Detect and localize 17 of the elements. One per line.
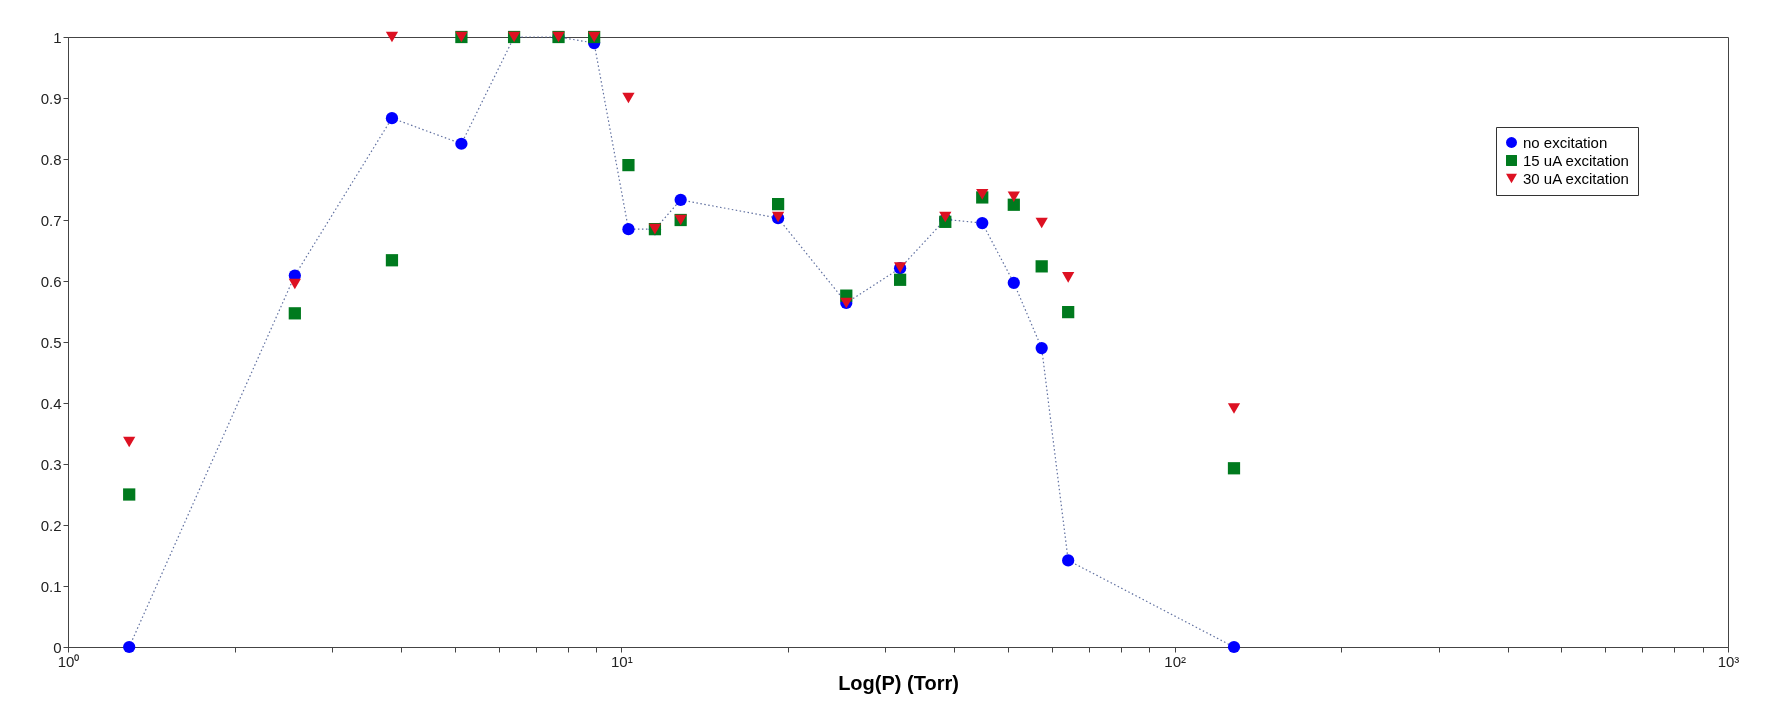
y-tick-label: 0.7: [40, 211, 62, 229]
y-tick-label: 0.4: [40, 394, 62, 412]
y-tick-label: 0.6: [40, 272, 62, 290]
x-axis-title: Log(P) (Torr): [838, 671, 959, 694]
x-tick-label: 10¹: [610, 652, 633, 670]
y-tick-label: 0.8: [40, 150, 62, 168]
y-tick-label: 0.5: [40, 333, 62, 351]
y-tick-label: 0.3: [40, 455, 62, 473]
x-tick-label: 10³: [1717, 652, 1740, 670]
y-tick-label: 1: [53, 28, 62, 46]
legend-label: no excitation: [1523, 133, 1608, 151]
y-tick-label: 0.9: [40, 89, 62, 107]
legend-label: 30 uA excitation: [1523, 169, 1629, 187]
y-tick-label: 0.1: [40, 577, 62, 595]
x-tick-label: 10²: [1164, 652, 1187, 670]
legend-label: 15 uA excitation: [1523, 151, 1629, 169]
y-tick-label: 0.2: [40, 516, 62, 534]
